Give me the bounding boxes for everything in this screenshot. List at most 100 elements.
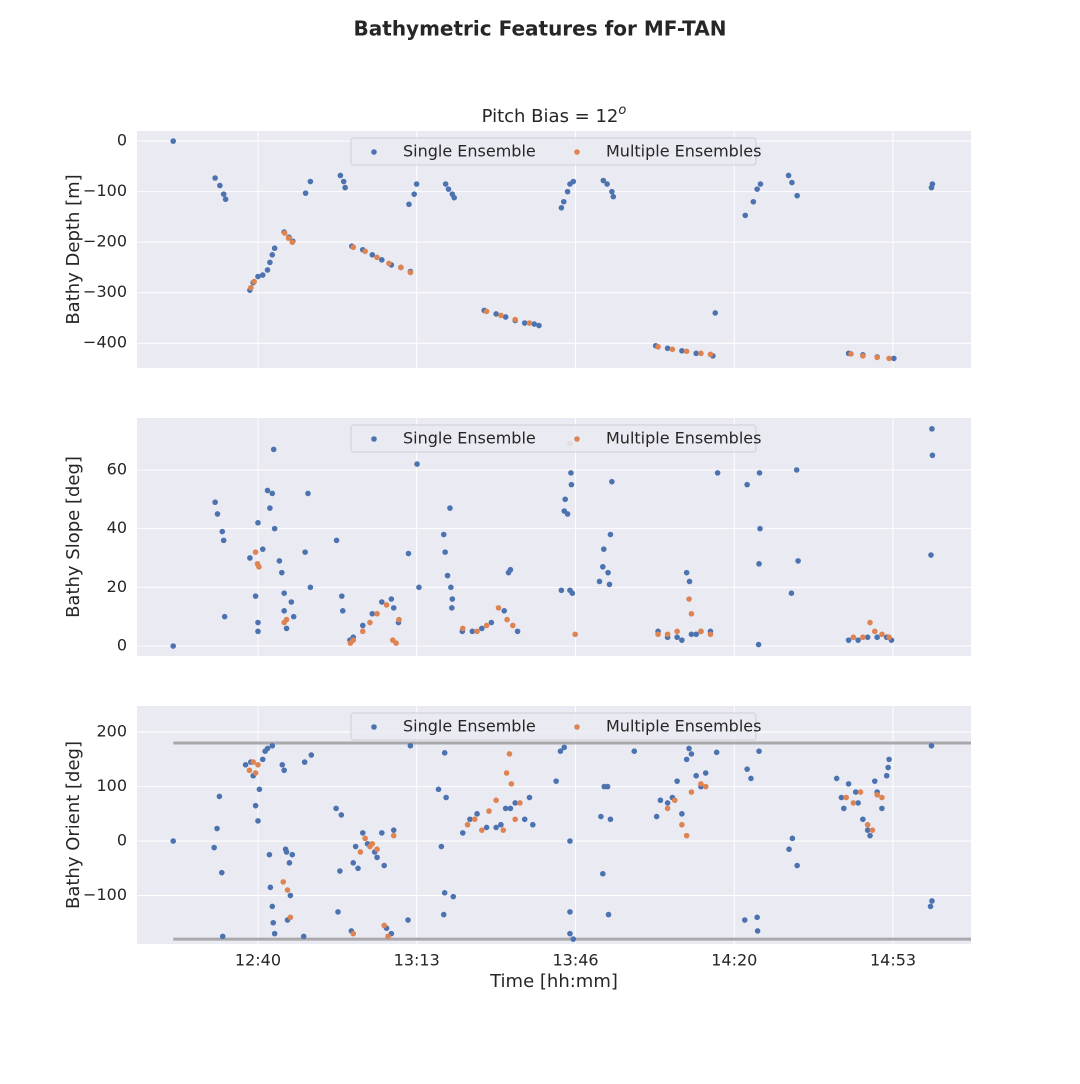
data-point: [216, 793, 223, 800]
legend-label: Single Ensemble: [403, 142, 536, 161]
data-point: [441, 890, 448, 896]
data-point: [841, 805, 847, 812]
data-point: [512, 316, 518, 323]
data-point: [255, 273, 261, 280]
data-point: [757, 525, 763, 532]
data-point: [359, 628, 366, 635]
data-point: [741, 917, 748, 923]
data-point: [459, 625, 466, 632]
data-point: [252, 593, 259, 599]
data-point: [498, 821, 504, 828]
data-point: [442, 549, 448, 555]
data-point: [267, 884, 274, 891]
data-point: [283, 616, 290, 623]
legend-marker: [574, 724, 580, 730]
data-point: [507, 566, 514, 573]
data-point: [214, 825, 220, 832]
data-point: [276, 558, 283, 564]
data-point: [886, 634, 892, 641]
data-point: [885, 764, 891, 771]
data-point: [449, 605, 455, 611]
data-point: [242, 762, 249, 768]
data-point: [350, 244, 357, 251]
data-point: [860, 816, 866, 823]
data-point: [756, 470, 763, 476]
data-point: [655, 631, 661, 638]
data-point: [259, 756, 266, 763]
data-point: [459, 830, 466, 836]
data-point: [264, 487, 271, 494]
data-point: [600, 563, 606, 570]
data-point: [850, 800, 857, 806]
data-point: [530, 821, 536, 828]
data-point: [283, 625, 290, 632]
data-point: [405, 550, 412, 557]
data-point: [512, 816, 518, 823]
data-point: [569, 590, 576, 596]
data-point: [390, 605, 397, 611]
data-point: [605, 569, 611, 576]
data-point: [170, 643, 176, 649]
plot-area: [137, 706, 971, 944]
y-tick-label: 40: [107, 518, 127, 537]
data-point: [604, 783, 611, 790]
data-point: [290, 613, 297, 620]
data-point: [255, 628, 261, 635]
data-point: [266, 851, 273, 858]
data-point: [390, 827, 397, 833]
data-point: [340, 178, 347, 185]
data-point: [379, 599, 385, 605]
data-point: [564, 188, 571, 195]
data-point: [281, 767, 287, 774]
legend-marker: [574, 436, 580, 442]
data-point: [755, 641, 762, 648]
x-tick-label: 14:53: [870, 951, 916, 970]
x-tick-label: 12:40: [235, 951, 281, 970]
data-point: [342, 184, 348, 191]
data-point: [483, 824, 490, 831]
data-point: [664, 345, 671, 352]
data-point: [381, 922, 387, 929]
data-point: [449, 596, 456, 602]
data-point: [600, 870, 606, 877]
data-point: [379, 257, 385, 263]
data-point: [864, 634, 871, 641]
data-point: [220, 537, 227, 544]
data-point: [886, 756, 892, 763]
data-point: [214, 511, 221, 517]
data-point: [333, 805, 339, 812]
data-point: [255, 818, 261, 824]
data-point: [333, 537, 340, 544]
x-tick-label: 13:13: [394, 951, 440, 970]
data-point: [270, 446, 277, 453]
data-point: [301, 759, 308, 765]
data-point: [867, 832, 873, 839]
data-point: [305, 490, 311, 497]
data-point: [219, 933, 226, 940]
data-point: [407, 742, 414, 749]
data-point: [600, 546, 607, 552]
data-point: [495, 605, 502, 611]
data-point: [374, 854, 380, 861]
data-point: [598, 813, 604, 820]
data-point: [350, 860, 357, 866]
data-point: [795, 558, 801, 564]
data-point: [307, 178, 314, 185]
data-point: [604, 181, 610, 187]
data-point: [757, 181, 764, 187]
data-point: [679, 637, 685, 643]
data-point: [793, 467, 800, 473]
y-tick-label: 0: [117, 831, 127, 850]
data-point: [864, 821, 871, 828]
data-point: [653, 813, 660, 820]
data-point: [385, 933, 391, 940]
data-point: [850, 634, 857, 641]
data-point: [381, 862, 387, 869]
data-point: [486, 808, 492, 814]
data-point: [536, 322, 542, 329]
data-point: [479, 827, 485, 833]
panel-title-main: Pitch Bias = 12: [482, 106, 619, 127]
data-point: [386, 260, 392, 267]
data-point: [789, 179, 795, 186]
data-point: [359, 622, 366, 629]
